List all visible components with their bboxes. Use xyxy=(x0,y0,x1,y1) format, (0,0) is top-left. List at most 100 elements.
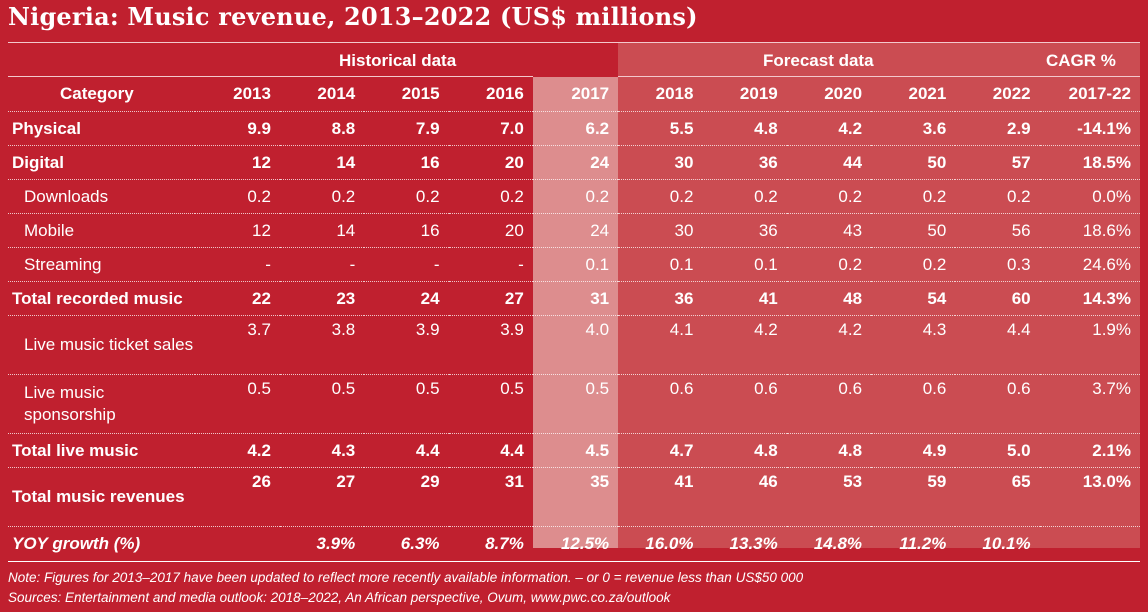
category-cell: Total music revenues xyxy=(8,467,195,527)
value-cell: - xyxy=(194,247,280,282)
value-cell: 36 xyxy=(702,145,787,180)
value-cell: 4.7 xyxy=(618,433,703,468)
yoy-value-cell: 11.2% xyxy=(871,526,956,562)
year-header: 2016 xyxy=(448,77,533,112)
value-cell: 7.9 xyxy=(364,111,449,146)
value-cell: 4.0 xyxy=(532,315,619,375)
year-header: 2019 xyxy=(702,77,787,112)
cagr-cell: 1.9% xyxy=(1039,315,1140,375)
forecast-data-header: Forecast data xyxy=(763,51,874,70)
value-cell: 0.5 xyxy=(279,374,365,434)
value-cell: 24 xyxy=(532,213,619,248)
value-cell: 22 xyxy=(194,281,280,316)
year-header: 2014 xyxy=(279,77,365,112)
table-row: Streaming - - - -0.1 0.1 0.1 0.2 0.2 0.3 24.6% xyxy=(8,247,1140,282)
value-cell: 12 xyxy=(194,145,280,180)
year-header: 2020 xyxy=(786,77,872,112)
yoy-value-cell: 8.7% xyxy=(448,526,533,562)
value-cell: 57 xyxy=(955,145,1040,180)
value-cell: 0.1 xyxy=(702,247,787,282)
value-cell: 4.4 xyxy=(448,433,533,468)
value-cell: 0.5 xyxy=(448,374,533,434)
value-cell: 60 xyxy=(955,281,1040,316)
yoy-value-cell: 13.3% xyxy=(702,526,787,562)
yoy-value-cell: 16.0% xyxy=(618,526,703,562)
value-cell: 0.2 xyxy=(786,179,872,214)
year-header: 2021 xyxy=(871,77,956,112)
note-text: Note: Figures for 2013–2017 have been up… xyxy=(8,570,804,585)
value-cell: 0.2 xyxy=(786,247,872,282)
yoy-value-cell: 14.8% xyxy=(786,526,872,562)
historical-data-header: Historical data xyxy=(339,51,457,70)
cagr-cell: 18.6% xyxy=(1039,213,1140,248)
value-cell: 4.8 xyxy=(786,433,872,468)
value-cell: 35 xyxy=(532,467,619,527)
yoy-cagr-cell xyxy=(1039,526,1140,562)
value-cell: 36 xyxy=(702,213,787,248)
value-cell: 4.5 xyxy=(532,433,619,468)
value-cell: 16 xyxy=(364,145,449,180)
value-cell: 3.6 xyxy=(871,111,956,146)
value-cell: 46 xyxy=(702,467,787,527)
value-cell: - xyxy=(279,247,365,282)
value-cell: 4.9 xyxy=(871,433,956,468)
category-cell: Physical xyxy=(8,111,195,146)
value-cell: 0.5 xyxy=(194,374,280,434)
yoy-value-cell: 12.5% xyxy=(532,526,619,562)
value-cell: 0.5 xyxy=(532,374,619,434)
table-row: Total music revenues 26 27 29 31 35 41 46 53 59 65… xyxy=(8,467,1140,527)
value-cell: 8.8 xyxy=(279,111,365,146)
value-cell: 30 xyxy=(618,213,703,248)
value-cell: 0.5 xyxy=(364,374,449,434)
value-cell: 0.2 xyxy=(194,179,280,214)
cagr-cell: 3.7% xyxy=(1039,374,1140,434)
value-cell: 4.2 xyxy=(786,111,872,146)
table-row: Digital 12 14 16 20 24 30 36 44 50 57 18.5% xyxy=(8,145,1140,180)
yoy-value-cell: 10.1% xyxy=(955,526,1040,562)
value-cell: 0.6 xyxy=(702,374,787,434)
cagr-cell: 0.0% xyxy=(1039,179,1140,214)
value-cell: 0.2 xyxy=(955,179,1040,214)
value-cell: 12 xyxy=(194,213,280,248)
value-cell: 48 xyxy=(786,281,872,316)
year-header: 2015 xyxy=(364,77,449,112)
value-cell: 44 xyxy=(786,145,872,180)
forecast-header-rule xyxy=(618,76,1032,77)
cagr-cell: 18.5% xyxy=(1039,145,1140,180)
category-cell: Total live music xyxy=(8,433,195,468)
category-cell: Live music sponsorship xyxy=(8,374,195,434)
table-row: Physical 9.9 8.8 7.9 7.0 6.2 5.5 4.8 4.2 3.6 2.9 -1… xyxy=(8,111,1140,146)
value-cell: 30 xyxy=(618,145,703,180)
yoy-value-cell: 6.3% xyxy=(364,526,449,562)
value-cell: 0.2 xyxy=(618,179,703,214)
value-cell: 65 xyxy=(955,467,1040,527)
value-cell: 4.4 xyxy=(955,315,1040,375)
category-cell: Mobile xyxy=(8,213,195,248)
value-cell: 56 xyxy=(955,213,1040,248)
historical-header-rule xyxy=(8,76,533,77)
value-cell: 24 xyxy=(532,145,619,180)
table-row: Downloads 0.2 0.2 0.2 0.2 0.2 0.2 0.2 0.2 0.2 0.2 0… xyxy=(8,179,1140,214)
value-cell: 24 xyxy=(364,281,449,316)
value-cell: 0.2 xyxy=(448,179,533,214)
cagr-cell: -14.1% xyxy=(1039,111,1140,146)
value-cell: 31 xyxy=(532,281,619,316)
category-cell: Digital xyxy=(8,145,195,180)
cagr-header-rule xyxy=(1032,76,1140,77)
value-cell: 43 xyxy=(786,213,872,248)
value-cell: 27 xyxy=(448,281,533,316)
value-cell: 3.7 xyxy=(194,315,280,375)
value-cell: 36 xyxy=(618,281,703,316)
yoy-label: YOY growth (%) xyxy=(8,526,195,562)
cagr-cell: 2.1% xyxy=(1039,433,1140,468)
value-cell: 23 xyxy=(279,281,365,316)
value-cell: 0.2 xyxy=(279,179,365,214)
value-cell: 4.2 xyxy=(786,315,872,375)
value-cell: 3.9 xyxy=(364,315,449,375)
cagr-cell: 24.6% xyxy=(1039,247,1140,282)
value-cell: 4.8 xyxy=(702,433,787,468)
yoy-value-cell: 3.9% xyxy=(279,526,365,562)
value-cell: - xyxy=(364,247,449,282)
value-cell: 0.1 xyxy=(618,247,703,282)
value-cell: 14 xyxy=(279,145,365,180)
